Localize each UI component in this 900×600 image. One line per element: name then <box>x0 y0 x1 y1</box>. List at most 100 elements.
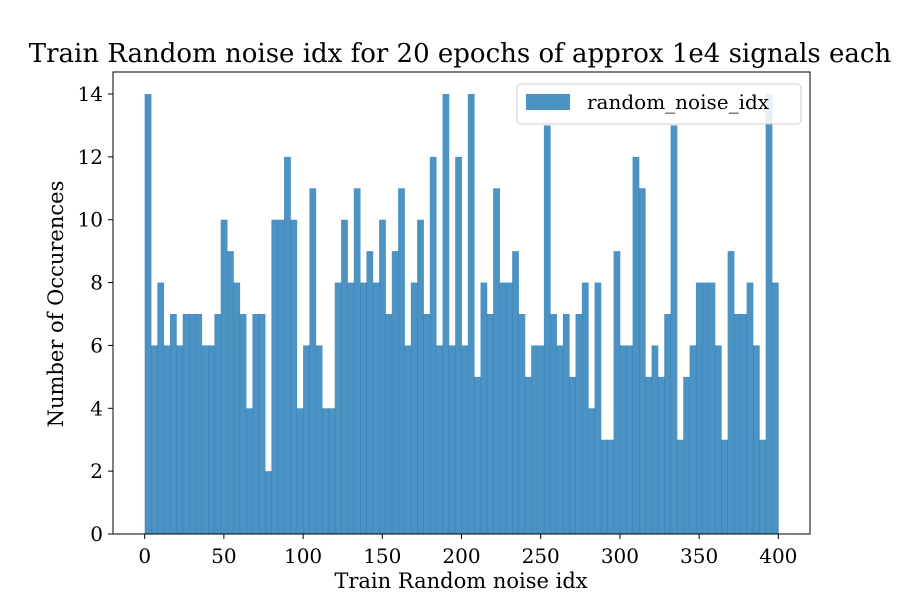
y-tick-label: 10 <box>78 208 103 232</box>
histogram-bar <box>265 471 272 534</box>
histogram-bar <box>271 219 279 534</box>
x-tick-label: 200 <box>442 544 480 568</box>
histogram-bar <box>543 125 551 534</box>
histogram-bar <box>391 251 399 534</box>
histogram-bar <box>163 345 171 534</box>
histogram-bar <box>695 282 703 534</box>
y-axis-ticks: 0 2 4 6 8 10 12 14 <box>78 82 113 546</box>
x-tick-label: 0 <box>138 544 151 568</box>
histogram-bar <box>246 408 253 534</box>
histogram-bar <box>607 439 614 534</box>
legend-box <box>516 83 802 125</box>
histogram-bar <box>600 439 608 534</box>
histogram-bar <box>588 408 595 534</box>
legend-swatch <box>526 94 570 110</box>
histogram-bar <box>208 345 215 534</box>
y-tick-label: 12 <box>78 145 103 169</box>
histogram-bar <box>353 188 361 535</box>
histogram-bar <box>562 314 570 534</box>
histogram-bar <box>303 345 310 534</box>
histogram-bar <box>480 282 488 534</box>
histogram-bar <box>385 314 393 534</box>
histogram-bar <box>410 282 418 534</box>
histogram-bar <box>195 314 203 534</box>
histogram-bar <box>252 314 260 534</box>
histogram-bar <box>277 219 285 534</box>
histogram-bar <box>182 314 190 534</box>
histogram-bar <box>670 125 678 534</box>
x-tick-label: 150 <box>363 544 401 568</box>
histogram-bar <box>569 376 576 534</box>
histogram-bar <box>341 219 348 534</box>
histogram-bar <box>417 219 424 534</box>
histogram-bar <box>752 345 760 534</box>
histogram-bar <box>474 376 481 534</box>
histogram-bar <box>683 376 691 534</box>
histogram-bar <box>645 376 652 534</box>
y-tick-label: 14 <box>78 82 103 106</box>
y-tick-label: 4 <box>90 396 103 420</box>
histogram-bar <box>664 314 671 534</box>
histogram-bar <box>550 314 557 534</box>
histogram-bar <box>708 282 716 534</box>
histogram-bar <box>233 282 241 534</box>
histogram-bar <box>404 345 412 534</box>
histogram-bar <box>499 282 507 534</box>
histogram-bar <box>201 345 209 534</box>
histogram-bar <box>429 156 437 534</box>
histogram-bar <box>334 282 342 534</box>
x-tick-label: 100 <box>284 544 322 568</box>
histogram-bar <box>626 345 633 534</box>
legend: random_noise_idx <box>516 83 802 125</box>
histogram-bar <box>284 156 291 534</box>
histogram-bar <box>467 94 475 534</box>
histogram-bar <box>651 345 659 534</box>
histogram-bar <box>461 345 469 534</box>
x-tick-label: 400 <box>759 544 797 568</box>
histogram-bar <box>290 219 298 534</box>
x-tick-label: 250 <box>522 544 560 568</box>
histogram-bar <box>220 219 228 534</box>
histogram-bar <box>189 314 196 534</box>
histogram-bar <box>537 345 545 534</box>
histogram-bar <box>157 282 165 534</box>
histogram-bars <box>144 94 779 535</box>
histogram-bar <box>296 408 304 534</box>
histogram-bar <box>619 345 627 534</box>
histogram-bar <box>372 282 380 534</box>
histogram-bar <box>258 314 266 534</box>
histogram-bar <box>366 251 374 534</box>
histogram-bar <box>493 188 500 535</box>
histogram-bar <box>322 408 329 534</box>
histogram-bar <box>531 345 538 534</box>
histogram-bar <box>733 314 741 534</box>
x-tick-label: 350 <box>680 544 718 568</box>
histogram-bar <box>170 314 177 534</box>
histogram-bar <box>398 188 405 535</box>
histogram-bar <box>423 314 431 534</box>
histogram-bar <box>512 251 519 534</box>
y-tick-label: 8 <box>90 271 103 295</box>
x-tick-label: 50 <box>211 544 236 568</box>
histogram-bar <box>632 156 640 534</box>
histogram-bar <box>765 94 773 534</box>
histogram-bar <box>727 251 735 534</box>
x-tick-label: 300 <box>601 544 639 568</box>
histogram-bar <box>556 345 564 534</box>
y-tick-label: 6 <box>90 333 103 357</box>
histogram-bar <box>714 345 722 534</box>
x-axis-ticks: 0 50 100 150 200 250 300 350 400 <box>138 534 797 568</box>
histogram-bar <box>239 314 247 534</box>
histogram-bar <box>518 314 526 534</box>
histogram-bar <box>436 345 443 534</box>
y-tick-label: 0 <box>90 522 103 546</box>
histogram-bar <box>309 188 317 535</box>
histogram-bar <box>448 345 456 534</box>
histogram-bar <box>524 376 532 534</box>
histogram-bar <box>328 408 336 534</box>
histogram-bar <box>657 376 665 534</box>
legend-label: random_noise_idx <box>587 90 770 114</box>
histogram-bar <box>740 314 748 534</box>
histogram-bar <box>505 282 513 534</box>
histogram-bar <box>575 314 583 534</box>
